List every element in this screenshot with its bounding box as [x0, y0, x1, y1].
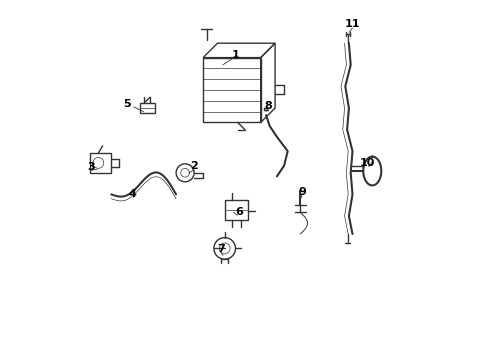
- Text: 5: 5: [123, 99, 131, 109]
- Text: 7: 7: [217, 244, 224, 254]
- Text: 11: 11: [344, 19, 360, 30]
- Text: 10: 10: [359, 158, 374, 168]
- Text: 3: 3: [87, 162, 95, 172]
- Text: 9: 9: [298, 186, 305, 197]
- Text: 2: 2: [190, 161, 198, 171]
- Text: 6: 6: [235, 207, 243, 217]
- Text: 1: 1: [231, 50, 239, 60]
- Text: 8: 8: [264, 101, 271, 111]
- Text: 4: 4: [129, 189, 137, 199]
